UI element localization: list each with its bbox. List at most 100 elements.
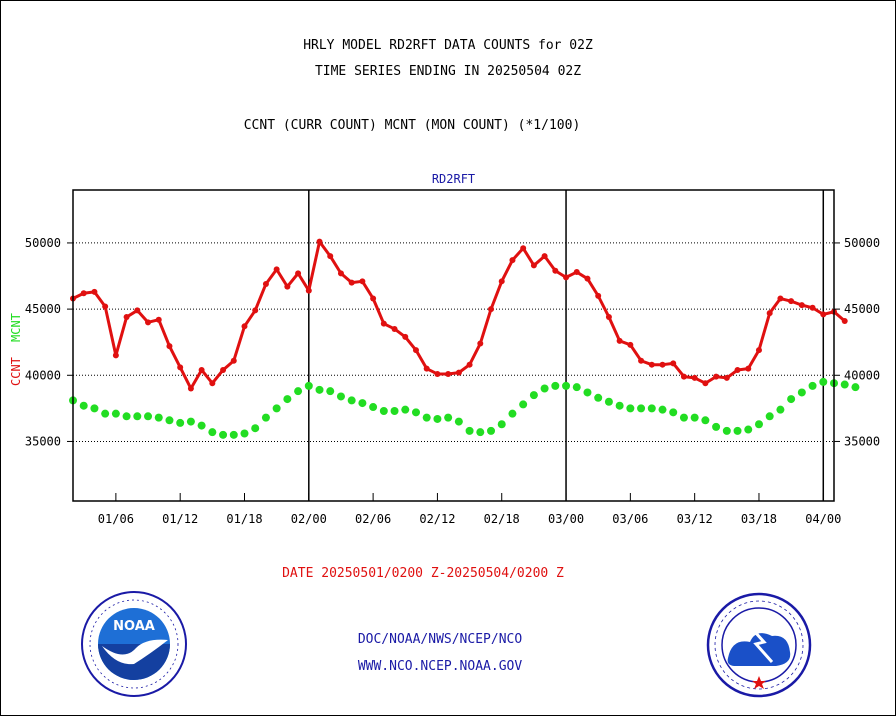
point-ccnt-15 bbox=[230, 357, 237, 364]
point-mcnt-53 bbox=[637, 404, 646, 413]
point-ccnt-14 bbox=[220, 366, 227, 373]
point-mcnt-49 bbox=[594, 393, 603, 402]
xtick-label-3: 02/00 bbox=[291, 512, 327, 526]
ytick-label-left-1: 40000 bbox=[25, 368, 61, 382]
footer-org-link[interactable]: DOC/NOAA/NWS/NCEP/NCO bbox=[357, 632, 523, 647]
point-mcnt-43 bbox=[529, 391, 538, 400]
xtick-label-5: 02/12 bbox=[419, 512, 455, 526]
point-ccnt-6 bbox=[134, 307, 141, 314]
point-ccnt-32 bbox=[412, 347, 419, 354]
point-mcnt-60 bbox=[712, 422, 721, 431]
point-ccnt-5 bbox=[123, 314, 130, 321]
series-line-ccnt bbox=[72, 240, 846, 391]
date-range-label: DATE 20250501/0200 Z-20250504/0200 Z bbox=[282, 566, 564, 581]
point-mcnt-30 bbox=[390, 407, 399, 416]
nws-logo bbox=[706, 592, 812, 698]
point-mcnt-27 bbox=[358, 399, 367, 408]
point-mcnt-36 bbox=[454, 417, 463, 426]
point-mcnt-47 bbox=[572, 383, 581, 392]
point-mcnt-19 bbox=[272, 404, 281, 413]
point-ccnt-13 bbox=[209, 380, 216, 387]
xtick-label-9: 03/12 bbox=[677, 512, 713, 526]
ylabel-ccnt: CCNT bbox=[9, 357, 23, 386]
point-mcnt-44 bbox=[540, 384, 549, 393]
point-ccnt-37 bbox=[466, 361, 473, 368]
point-ccnt-25 bbox=[337, 270, 344, 277]
point-ccnt-63 bbox=[745, 365, 752, 372]
point-mcnt-66 bbox=[776, 405, 785, 414]
point-ccnt-29 bbox=[380, 320, 387, 327]
series-layer bbox=[69, 238, 860, 439]
point-ccnt-40 bbox=[498, 278, 505, 285]
point-ccnt-18 bbox=[262, 280, 269, 287]
point-ccnt-35 bbox=[445, 370, 452, 377]
xtick-label-4: 02/06 bbox=[355, 512, 391, 526]
point-mcnt-54 bbox=[647, 404, 656, 413]
point-mcnt-14 bbox=[219, 430, 228, 439]
point-mcnt-45 bbox=[551, 381, 560, 390]
point-ccnt-47 bbox=[573, 269, 580, 276]
point-ccnt-41 bbox=[509, 257, 516, 264]
chart-title-line-2: TIME SERIES ENDING IN 20250504 02Z bbox=[314, 64, 582, 79]
point-ccnt-8 bbox=[155, 316, 162, 323]
point-mcnt-72 bbox=[840, 380, 849, 389]
point-mcnt-4 bbox=[111, 409, 120, 418]
point-mcnt-10 bbox=[176, 418, 185, 427]
ylabel-mcnt: MCNT bbox=[9, 313, 23, 342]
point-ccnt-34 bbox=[434, 370, 441, 377]
point-mcnt-35 bbox=[444, 413, 453, 422]
point-ccnt-36 bbox=[455, 369, 462, 376]
point-mcnt-73 bbox=[851, 383, 860, 392]
footer-url-link[interactable]: WWW.NCO.NCEP.NOAA.GOV bbox=[357, 659, 523, 674]
point-mcnt-63 bbox=[744, 425, 753, 434]
point-ccnt-57 bbox=[680, 373, 687, 380]
point-ccnt-53 bbox=[638, 357, 645, 364]
point-mcnt-24 bbox=[326, 387, 335, 396]
point-mcnt-56 bbox=[669, 408, 678, 417]
point-mcnt-65 bbox=[765, 412, 774, 421]
xtick-label-10: 03/18 bbox=[741, 512, 777, 526]
point-mcnt-16 bbox=[240, 429, 249, 438]
point-ccnt-44 bbox=[541, 253, 548, 260]
point-mcnt-46 bbox=[562, 381, 571, 390]
point-ccnt-59 bbox=[702, 380, 709, 387]
point-mcnt-11 bbox=[186, 417, 195, 426]
point-mcnt-7 bbox=[144, 412, 153, 421]
point-mcnt-21 bbox=[294, 387, 303, 396]
point-ccnt-54 bbox=[648, 361, 655, 368]
point-mcnt-3 bbox=[101, 409, 110, 418]
point-ccnt-2 bbox=[91, 288, 98, 295]
point-mcnt-61 bbox=[722, 426, 731, 435]
point-ccnt-43 bbox=[530, 262, 537, 269]
point-ccnt-48 bbox=[584, 275, 591, 282]
xtick-label-2: 01/18 bbox=[226, 512, 262, 526]
point-ccnt-7 bbox=[145, 319, 152, 326]
point-ccnt-3 bbox=[102, 303, 109, 310]
xtick-label-8: 03/06 bbox=[612, 512, 648, 526]
point-mcnt-32 bbox=[411, 408, 420, 417]
point-mcnt-38 bbox=[476, 428, 485, 437]
point-mcnt-22 bbox=[304, 381, 313, 390]
point-mcnt-5 bbox=[122, 412, 131, 421]
chart-title-line-1: HRLY MODEL RD2RFT DATA COUNTS for 02Z bbox=[303, 38, 593, 53]
ytick-label-right-0: 35000 bbox=[844, 434, 880, 448]
point-mcnt-17 bbox=[251, 424, 260, 433]
point-ccnt-30 bbox=[391, 325, 398, 332]
point-ccnt-52 bbox=[627, 341, 634, 348]
point-mcnt-9 bbox=[165, 416, 174, 425]
point-mcnt-70 bbox=[819, 377, 828, 386]
noaa-logo: NOAA bbox=[81, 591, 187, 697]
point-ccnt-4 bbox=[112, 352, 119, 359]
point-ccnt-24 bbox=[327, 253, 334, 260]
point-ccnt-26 bbox=[348, 279, 355, 286]
plot-border bbox=[72, 189, 835, 502]
chart-title-line-3: CCNT (CURR COUNT) MCNT (MON COUNT) (*1/1… bbox=[243, 118, 581, 133]
point-ccnt-10 bbox=[177, 364, 184, 371]
axis-layer: 35000 35000 40000 40000 45000 45000 50000 50000… bbox=[25, 236, 880, 526]
point-mcnt-48 bbox=[583, 388, 592, 397]
point-ccnt-69 bbox=[809, 304, 816, 311]
ytick-label-left-0: 35000 bbox=[25, 434, 61, 448]
point-mcnt-13 bbox=[208, 428, 217, 437]
point-ccnt-66 bbox=[777, 295, 784, 302]
